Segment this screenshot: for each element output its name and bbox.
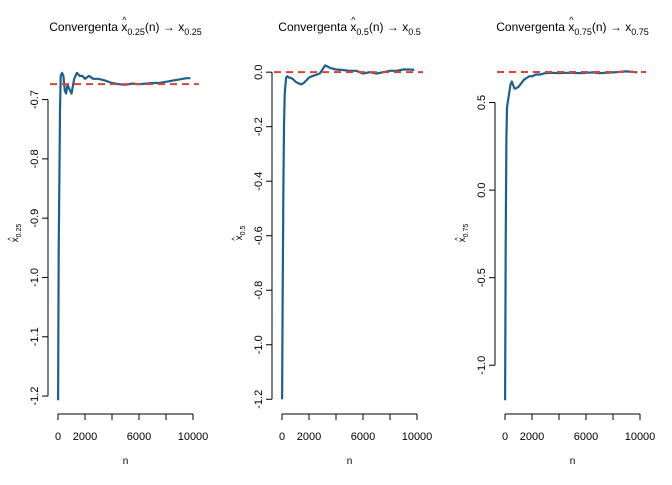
y-tick-label: -0.5 bbox=[476, 268, 488, 287]
title-prefix: Convergenta bbox=[496, 20, 568, 34]
title-estimator-subscript: 0.75 bbox=[574, 27, 592, 37]
y-axis-label-subscript: 0.75 bbox=[463, 224, 470, 238]
x-tick-label: 10000 bbox=[178, 431, 209, 443]
title-middle: (n) → bbox=[369, 20, 402, 34]
title-target-var: x bbox=[178, 20, 184, 34]
chart-title: Convergenta x0.25(n) → x0.25 bbox=[49, 20, 201, 37]
title-estimator-subscript: 0.5 bbox=[356, 27, 369, 37]
y-tick-label: -0.2 bbox=[253, 117, 265, 136]
x-tick-label: 2000 bbox=[520, 431, 544, 443]
y-axis-label-subscript: 0.5 bbox=[240, 226, 247, 236]
y-axis-label-hat-mark: ^ bbox=[455, 237, 462, 241]
y-tick-label: -0.7 bbox=[29, 90, 41, 109]
y-axis-label-var: x bbox=[234, 235, 245, 240]
chart-panel-1: Convergenta x0.25(n) → x0.25-1.2-1.1-1.0… bbox=[8, 15, 208, 467]
title-middle: (n) → bbox=[592, 20, 625, 34]
chart-panel-3: Convergenta x0.75(n) → x0.75-1.0-0.50.00… bbox=[455, 15, 655, 467]
y-tick-label: -1.1 bbox=[29, 327, 41, 346]
x-axis-label: n bbox=[570, 456, 576, 467]
x-axis-label: n bbox=[347, 456, 353, 467]
y-tick-label: -1.0 bbox=[476, 356, 488, 375]
x-tick-label: 0 bbox=[55, 431, 61, 443]
chart-title: Convergenta x0.5(n) → x0.5 bbox=[278, 20, 420, 37]
title-estimator-subscript: 0.25 bbox=[127, 27, 145, 37]
y-tick-label: 0.0 bbox=[476, 182, 488, 197]
y-tick-label: -0.8 bbox=[253, 281, 265, 300]
series-line bbox=[57, 71, 191, 401]
y-axis-label-hat-mark: ^ bbox=[8, 237, 15, 241]
x-tick-label: 0 bbox=[502, 431, 508, 443]
y-axis-label-hat-mark: ^ bbox=[232, 237, 239, 241]
chart-title: Convergenta x0.75(n) → x0.75 bbox=[496, 20, 648, 37]
title-hat-mark: ^ bbox=[122, 15, 127, 25]
title-estimator-var: x bbox=[121, 20, 127, 34]
x-tick-label: 10000 bbox=[625, 431, 656, 443]
x-tick-label: 6000 bbox=[127, 431, 151, 443]
title-target-subscript: 0.25 bbox=[184, 27, 202, 37]
title-target-subscript: 0.5 bbox=[408, 27, 421, 37]
y-tick-label: 0.5 bbox=[476, 95, 488, 110]
title-prefix: Convergenta bbox=[49, 20, 121, 34]
title-hat-mark: ^ bbox=[569, 15, 574, 25]
y-tick-label: -0.9 bbox=[29, 209, 41, 228]
y-axis-label: x0.25 bbox=[10, 224, 23, 243]
series-line bbox=[281, 64, 415, 400]
title-middle: (n) → bbox=[145, 20, 178, 34]
title-target-var: x bbox=[402, 20, 408, 34]
x-tick-label: 10000 bbox=[402, 431, 433, 443]
title-prefix: Convergenta bbox=[278, 20, 350, 34]
y-axis-label: x0.75 bbox=[457, 224, 470, 243]
x-tick-label: 2000 bbox=[73, 431, 97, 443]
x-tick-label: 0 bbox=[279, 431, 285, 443]
chart-panel-2: Convergenta x0.5(n) → x0.5-1.2-1.0-0.8-0… bbox=[232, 15, 432, 467]
title-estimator-var: x bbox=[350, 20, 356, 34]
y-tick-label: -0.4 bbox=[253, 172, 265, 191]
y-axis-label: x0.5 bbox=[234, 226, 247, 241]
y-tick-label: -0.8 bbox=[29, 149, 41, 168]
title-hat-mark: ^ bbox=[351, 15, 356, 25]
y-axis-label-var: x bbox=[457, 237, 468, 242]
x-tick-label: 6000 bbox=[351, 431, 375, 443]
y-axis-label-var: x bbox=[10, 237, 21, 242]
y-tick-label: -1.2 bbox=[253, 390, 265, 409]
title-target-subscript: 0.75 bbox=[631, 27, 649, 37]
y-tick-label: -1.2 bbox=[29, 387, 41, 406]
x-axis-label: n bbox=[123, 456, 129, 467]
x-tick-label: 2000 bbox=[297, 431, 321, 443]
y-tick-label: -1.0 bbox=[253, 335, 265, 354]
y-tick-label: -0.6 bbox=[253, 226, 265, 245]
y-axis-label-subscript: 0.25 bbox=[16, 224, 23, 238]
series-line bbox=[504, 70, 638, 401]
y-tick-label: -1.0 bbox=[29, 268, 41, 287]
y-tick-label: 0.0 bbox=[253, 65, 265, 80]
title-estimator-var: x bbox=[568, 20, 574, 34]
x-tick-label: 6000 bbox=[574, 431, 598, 443]
title-target-var: x bbox=[625, 20, 631, 34]
